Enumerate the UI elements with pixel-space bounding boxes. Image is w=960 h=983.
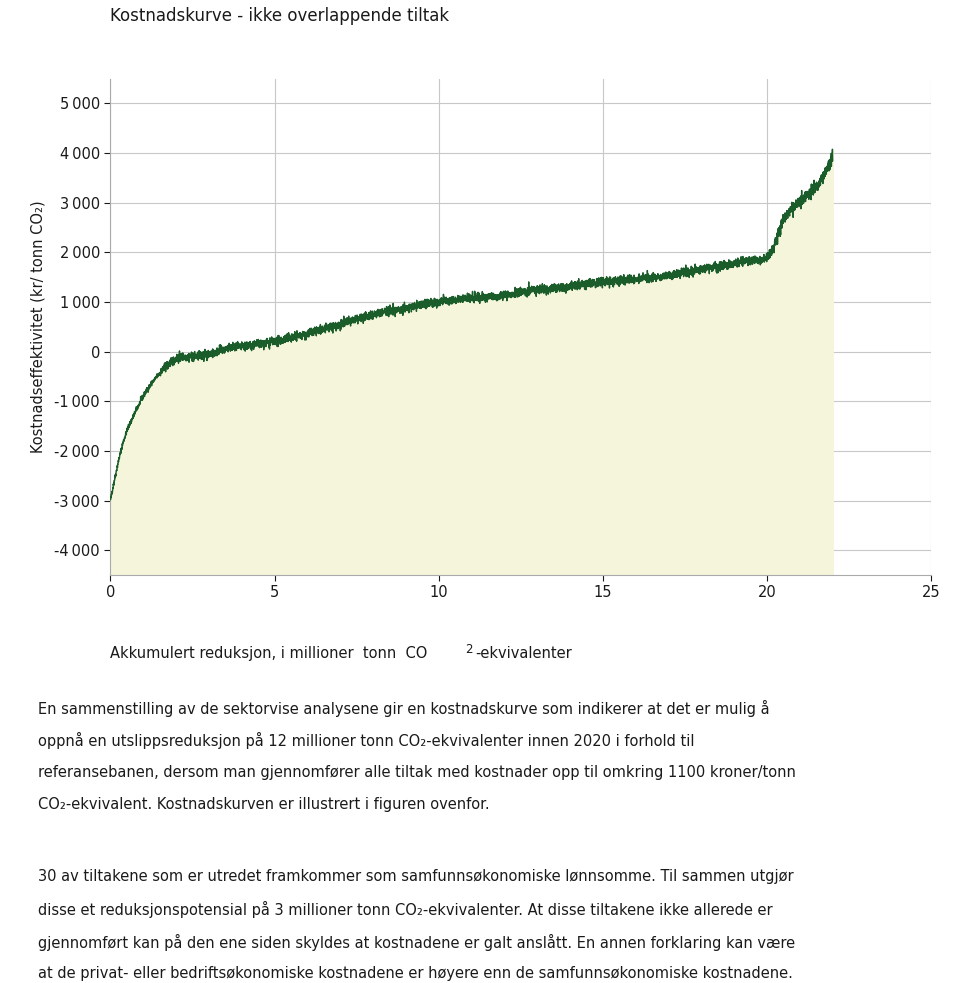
Text: Kostnadskurve - ikke overlappende tiltak: Kostnadskurve - ikke overlappende tiltak — [110, 7, 449, 25]
Y-axis label: Kostnadseffektivitet (kr/ tonn CO₂): Kostnadseffektivitet (kr/ tonn CO₂) — [31, 201, 46, 453]
Text: at de privat- eller bedriftsøkonomiske kostnadene er høyere enn de samfunnsøkono: at de privat- eller bedriftsøkonomiske k… — [38, 966, 793, 981]
Text: CO₂-ekvivalent. Kostnadskurven er illustrert i figuren ovenfor.: CO₂-ekvivalent. Kostnadskurven er illust… — [38, 797, 490, 812]
Text: 2: 2 — [466, 643, 473, 656]
Text: En sammenstilling av de sektorvise analysene gir en kostnadskurve som indikerer : En sammenstilling av de sektorvise analy… — [38, 700, 770, 717]
Text: 30 av tiltakene som er utredet framkommer som samfunnsøkonomiske lønnsomme. Til : 30 av tiltakene som er utredet framkomme… — [38, 869, 794, 884]
Text: gjennomført kan på den ene siden skyldes at kostnadene er galt anslått. En annen: gjennomført kan på den ene siden skyldes… — [38, 934, 796, 951]
Text: disse et reduksjonspotensial på 3 millioner tonn CO₂-ekvivalenter. At disse tilt: disse et reduksjonspotensial på 3 millio… — [38, 901, 773, 918]
Text: oppnå en utslippsreduksjon på 12 millioner tonn CO₂-ekvivalenter innen 2020 i fo: oppnå en utslippsreduksjon på 12 million… — [38, 732, 695, 749]
Text: -ekvivalenter: -ekvivalenter — [475, 646, 572, 661]
Text: referansebanen, dersom man gjennomfører alle tiltak med kostnader opp til omkrin: referansebanen, dersom man gjennomfører … — [38, 765, 796, 780]
Text: Akkumulert reduksjon, i millioner  tonn  CO: Akkumulert reduksjon, i millioner tonn C… — [110, 646, 428, 661]
